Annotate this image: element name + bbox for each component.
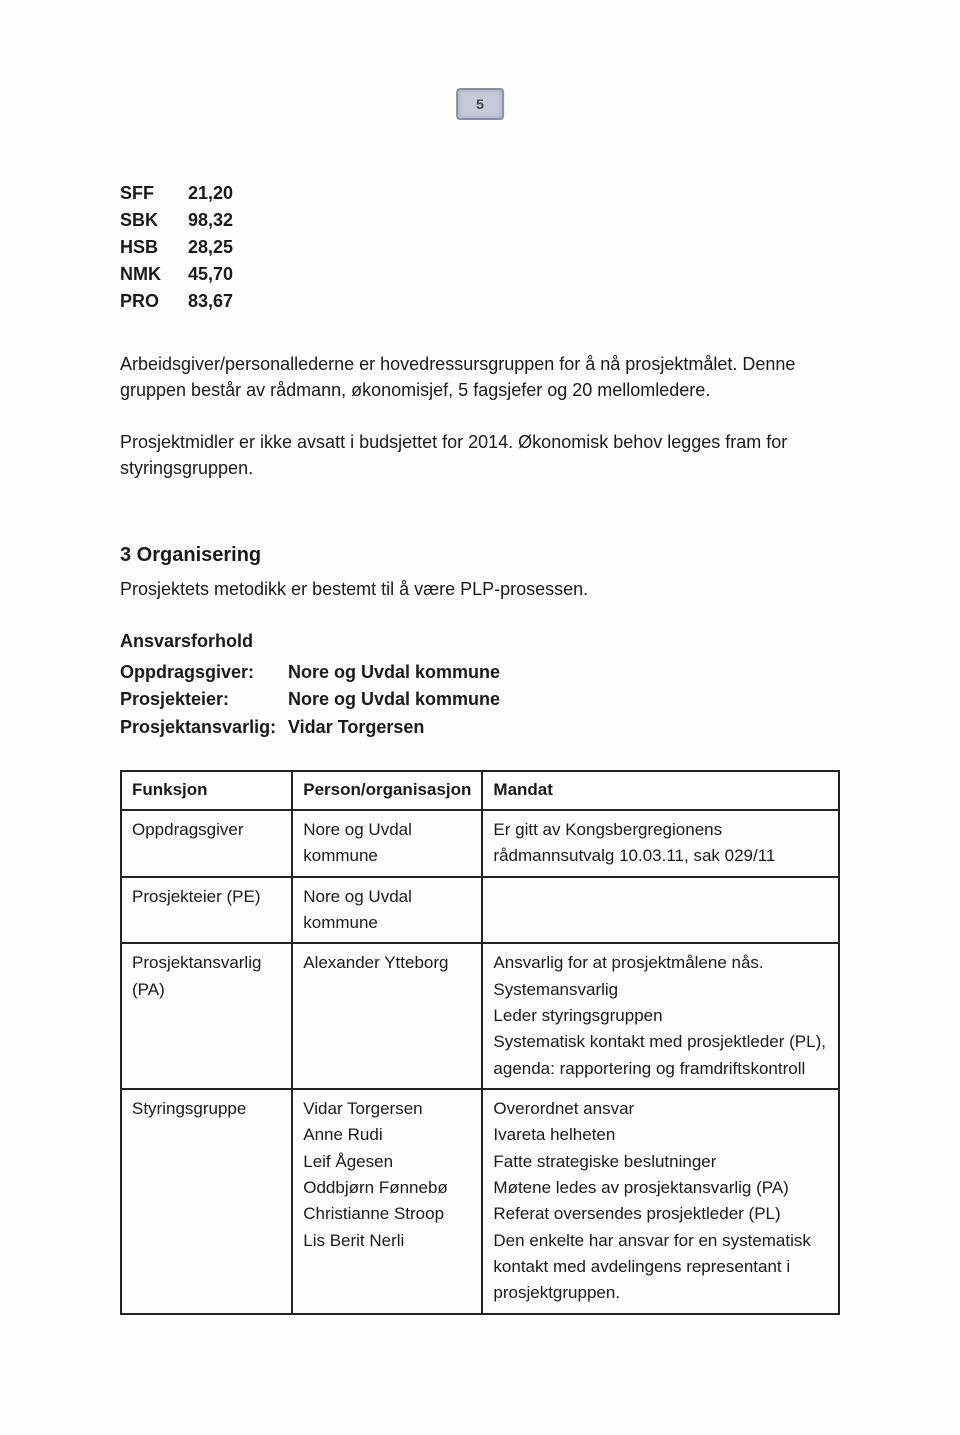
cell-line: Lis Berit Nerli — [303, 1228, 471, 1254]
ansvar-label: Prosjektansvarlig: — [120, 714, 288, 742]
code-value: 83,67 — [188, 288, 233, 315]
table-header-cell: Person/organisasjon — [292, 771, 482, 810]
cell-line: (PA) — [132, 977, 281, 1003]
cell-funksjon: Prosjekteier (PE) — [121, 877, 292, 944]
code-value: 98,32 — [188, 207, 233, 234]
paragraph-2: Prosjektmidler er ikke avsatt i budsjett… — [120, 429, 840, 481]
cell-line: agenda: rapportering og framdriftskontro… — [493, 1056, 828, 1082]
code-line: PRO 83,67 — [120, 288, 840, 315]
cell-line: Møtene ledes av prosjektansvarlig (PA) — [493, 1175, 828, 1201]
ansvar-row: Oppdragsgiver:Nore og Uvdal kommune — [120, 659, 840, 687]
cell-person: Alexander Ytteborg — [292, 943, 482, 1089]
cell-line: Oppdragsgiver — [132, 817, 281, 843]
cell-mandat — [482, 877, 839, 944]
cell-mandat: Ansvarlig for at prosjektmålene nås.Syst… — [482, 943, 839, 1089]
ansvar-row: Prosjektansvarlig:Vidar Torgersen — [120, 714, 840, 742]
cell-line: Oddbjørn Fønnebø — [303, 1175, 471, 1201]
table-header-cell: Mandat — [482, 771, 839, 810]
paragraph-1: Arbeidsgiver/personallederne er hovedres… — [120, 351, 840, 403]
table-row: Prosjekteier (PE) Nore og Uvdalkommune — [121, 877, 839, 944]
cell-funksjon: Styringsgruppe — [121, 1089, 292, 1314]
cell-line: Leder styringsgruppen — [493, 1003, 828, 1029]
cell-line: Nore og Uvdal — [303, 884, 471, 910]
section-heading: 3 Organisering — [120, 541, 840, 570]
code-value: 21,20 — [188, 180, 233, 207]
table-row: OppdragsgiverNore og UvdalkommuneEr gitt… — [121, 810, 839, 877]
cell-line: kontakt med avdelingens representant i — [493, 1254, 828, 1280]
cell-mandat: Er gitt av Kongsbergregionensrådmannsutv… — [482, 810, 839, 877]
code-value: 28,25 — [188, 234, 233, 261]
ansvar-value: Nore og Uvdal kommune — [288, 659, 840, 687]
section-subtext: Prosjektets metodikk er bestemt til å væ… — [120, 576, 840, 602]
code-line: SBK 98,32 — [120, 207, 840, 234]
cell-funksjon: Prosjektansvarlig(PA) — [121, 943, 292, 1089]
cell-line: Leif Ågesen — [303, 1149, 471, 1175]
code-line: NMK 45,70 — [120, 261, 840, 288]
code-key: PRO — [120, 288, 166, 315]
cell-line: Den enkelte har ansvar for en systematis… — [493, 1228, 828, 1254]
cell-line: Ivareta helheten — [493, 1122, 828, 1148]
cell-line: Fatte strategiske beslutninger — [493, 1149, 828, 1175]
cell-line: Systemansvarlig — [493, 977, 828, 1003]
code-list: SFF 21,20 SBK 98,32 HSB 28,25 NMK 45,70 PRO 83,67 — [120, 180, 840, 315]
cell-person: Vidar TorgersenAnne RudiLeif ÅgesenOddbj… — [292, 1089, 482, 1314]
ansvar-row: Prosjekteier:Nore og Uvdal kommune — [120, 686, 840, 714]
code-key: HSB — [120, 234, 166, 261]
cell-line: Referat oversendes prosjektleder (PL) — [493, 1201, 828, 1227]
code-key: SFF — [120, 180, 166, 207]
cell-person: Nore og Uvdalkommune — [292, 877, 482, 944]
cell-line: Vidar Torgersen — [303, 1096, 471, 1122]
code-line: SFF 21,20 — [120, 180, 840, 207]
function-table: FunksjonPerson/organisasjonMandat Oppdra… — [120, 770, 840, 1314]
table-row: Prosjektansvarlig(PA) Alexander Ytteborg A… — [121, 943, 839, 1089]
code-key: SBK — [120, 207, 166, 234]
ansvar-heading: Ansvarsforhold — [120, 628, 840, 654]
page-number-badge: 5 — [456, 88, 504, 120]
cell-person: Nore og Uvdalkommune — [292, 810, 482, 877]
cell-line: Alexander Ytteborg — [303, 950, 471, 976]
cell-line: Christianne Stroop — [303, 1201, 471, 1227]
cell-line: Er gitt av Kongsbergregionens — [493, 817, 828, 843]
table-header-cell: Funksjon — [121, 771, 292, 810]
ansvar-value: Vidar Torgersen — [288, 714, 840, 742]
ansvar-label: Prosjekteier: — [120, 686, 288, 714]
cell-line: kommune — [303, 910, 471, 936]
cell-line: prosjektgruppen. — [493, 1280, 828, 1306]
ansvar-block: Ansvarsforhold Oppdragsgiver:Nore og Uvd… — [120, 628, 840, 742]
cell-line: Overordnet ansvar — [493, 1096, 828, 1122]
cell-funksjon: Oppdragsgiver — [121, 810, 292, 877]
code-value: 45,70 — [188, 261, 233, 288]
ansvar-value: Nore og Uvdal kommune — [288, 686, 840, 714]
cell-line: Systematisk kontakt med prosjektleder (P… — [493, 1029, 828, 1055]
code-key: NMK — [120, 261, 166, 288]
document-page: 5 SFF 21,20 SBK 98,32 HSB 28,25 NMK 45,70 PRO 83,… — [0, 0, 960, 1435]
cell-line: Nore og Uvdal — [303, 817, 471, 843]
code-line: HSB 28,25 — [120, 234, 840, 261]
table-row: Styringsgruppe Vidar TorgersenAnne RudiLe… — [121, 1089, 839, 1314]
cell-line: Prosjekteier (PE) — [132, 884, 281, 910]
cell-line: Ansvarlig for at prosjektmålene nås. — [493, 950, 828, 976]
ansvar-label: Oppdragsgiver: — [120, 659, 288, 687]
cell-line: rådmannsutvalg 10.03.11, sak 029/11 — [493, 843, 828, 869]
cell-line: Styringsgruppe — [132, 1096, 281, 1122]
page-number: 5 — [476, 96, 484, 112]
cell-mandat: Overordnet ansvarIvareta helhetenFatte s… — [482, 1089, 839, 1314]
cell-line: Anne Rudi — [303, 1122, 471, 1148]
cell-line: kommune — [303, 843, 471, 869]
cell-line: Prosjektansvarlig — [132, 950, 281, 976]
